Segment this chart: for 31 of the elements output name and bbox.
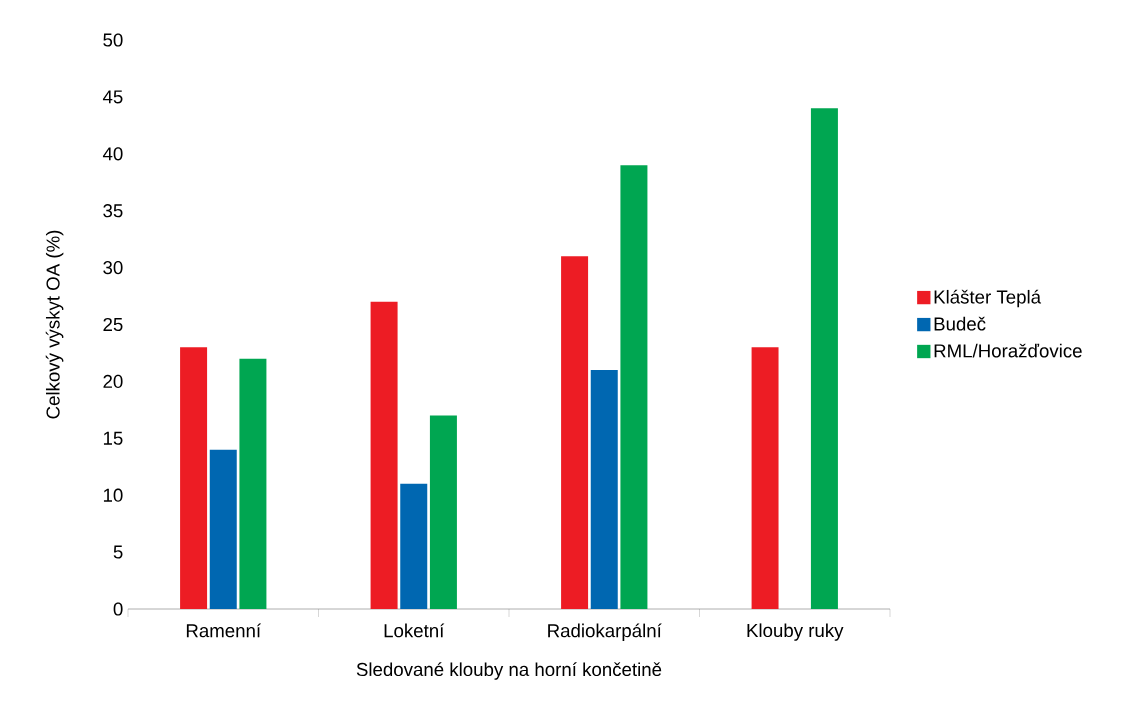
bar <box>620 165 648 609</box>
y-tick-label: 50 <box>103 33 123 47</box>
bar <box>209 449 237 609</box>
bar <box>429 415 457 609</box>
x-axis-title: Sledované klouby na horní končetině <box>356 662 662 680</box>
legend-label: RML/Horažďovice <box>934 343 1082 358</box>
y-axis-title: Celkový výskyt OA (%) <box>45 230 64 419</box>
y-tick-label: 5 <box>113 545 123 559</box>
bar <box>561 256 589 609</box>
legend-label: Budeč <box>934 316 986 331</box>
y-tick-label: 40 <box>102 147 123 161</box>
bar <box>590 370 618 609</box>
y-tick-label: 30 <box>103 260 123 275</box>
y-tick-label: 0 <box>113 602 123 616</box>
y-tick-label: 10 <box>103 488 123 502</box>
bar <box>370 301 398 609</box>
bar <box>180 347 208 609</box>
bar <box>239 358 267 609</box>
x-tick-label: Radiokarpální <box>548 623 662 642</box>
x-tick-label: Ramenní <box>186 623 262 638</box>
y-tick-label: 45 <box>102 90 123 104</box>
x-tick-label: Klouby ruky <box>747 623 844 641</box>
y-tick-label: 15 <box>103 431 123 445</box>
bar <box>400 483 428 609</box>
bar <box>810 108 838 609</box>
bar <box>751 347 779 609</box>
y-tick-label: 35 <box>103 204 123 218</box>
legend-label: Klášter Teplá <box>934 289 1042 308</box>
y-tick-label: 20 <box>103 374 123 389</box>
x-tick-label: Loketní <box>384 623 445 638</box>
y-tick-label: 25 <box>103 317 123 332</box>
